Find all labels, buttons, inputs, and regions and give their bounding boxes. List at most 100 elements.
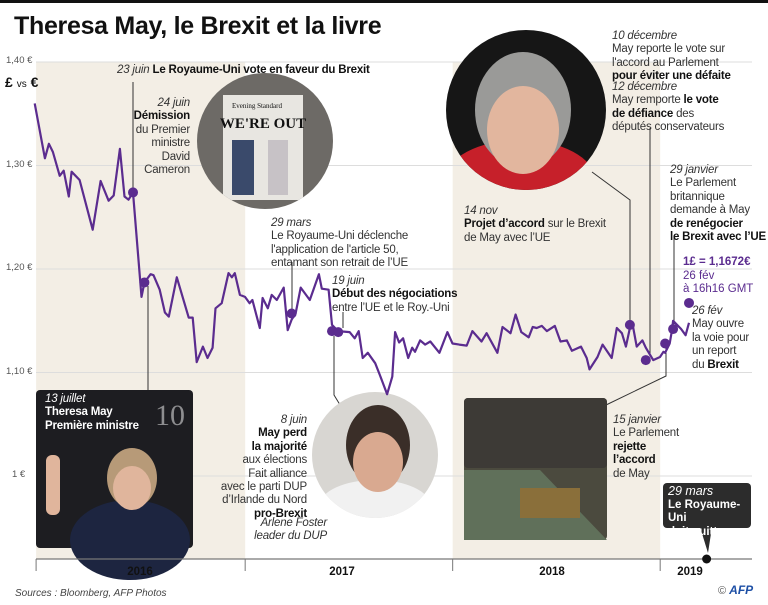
annotation-date: 10 décembre [612, 30, 677, 42]
y-tick-label: 1 € [12, 469, 26, 480]
annotation-text: Démission [133, 110, 191, 123]
annotation-text: du [692, 358, 708, 371]
annotation-text: de renégocier [670, 217, 743, 230]
annotation-text: des [673, 107, 695, 120]
annotation-rejected: 15 janvier Le Parlement rejette l’accord de … [613, 414, 679, 481]
annotation-text: May reporte le vote sur [612, 43, 726, 56]
annotation-foster: Arlene Foster leader du DUP [230, 517, 327, 544]
annotation-text: du Premier [135, 123, 190, 136]
annotation-cameron: 24 juin Démission du Premier ministre David C… [120, 97, 191, 177]
event-marker [640, 355, 651, 366]
annotation-negotiations: 19 juin Début des négociations entre l’UE … [332, 275, 458, 315]
annotation-text: pour éviter une défaite [612, 70, 731, 83]
annotation-text: de May avec l’UE [464, 231, 551, 244]
annotation-text: l’accord [613, 454, 656, 467]
annotation-text: demande à May [670, 204, 750, 217]
leader-rejected [605, 348, 667, 406]
annotation-text: sur le Brexit [544, 218, 606, 231]
afp-logo: © AFP [718, 583, 754, 597]
annotation-text: aux élections [242, 454, 307, 467]
y-tick-label: 1,30 € [6, 158, 33, 170]
callout-pointer [700, 527, 712, 553]
annotation-text: May ouvre [692, 318, 744, 331]
annotation-text: la majorité [251, 440, 308, 453]
event-marker [624, 319, 635, 330]
photo-theresa-may [446, 30, 606, 190]
unit-label: £ vs € [5, 74, 39, 90]
annotation-text: leader du DUP [254, 530, 327, 543]
event-marker [139, 277, 150, 288]
annotation-text: Le Royaume-Uni vote en faveur du Brexit [152, 64, 370, 76]
annotation-deal-draft: 14 nov Projet d’accord sur le Brexit de Ma… [464, 205, 606, 245]
y-tick-label: 1,20 € [6, 262, 33, 273]
annotation-text: la voie pour [692, 331, 750, 344]
newspaper-headline: WE'RE OUT [220, 116, 306, 132]
annotation-text: britannique [670, 190, 725, 203]
annotation-date: 14 nov [464, 205, 498, 217]
event-marker [668, 324, 679, 335]
annotation-text: David [161, 150, 191, 163]
latest-price-label: 1£ = 1,1672€ 26 fév à 16h16 GMT [683, 256, 753, 297]
top-rule [0, 0, 768, 3]
annotation-date: 12 décembre [612, 81, 677, 93]
annotation-text: Cameron [144, 164, 190, 177]
annotation-text: Début des négociations [332, 288, 458, 301]
annotation-date: 26 fév [692, 305, 723, 317]
annotation-text: avec le parti DUP [220, 481, 307, 494]
photo-arlene-foster [312, 392, 438, 518]
annotation-text: Le Royaume-Uni déclenche [271, 230, 409, 243]
callout-line2: doit quitter l’UE [668, 525, 729, 552]
x-tick-label: 2017 [329, 566, 355, 578]
annotation-text: de May [613, 467, 650, 480]
annotation-text: Theresa May [45, 406, 113, 419]
annotation-date: 29 janvier [670, 164, 718, 176]
photo-may-downing-street: 10 [36, 390, 193, 580]
brexit-deadline-callout: 29 mars Le Royaume-Uni doit quitter l’UE [663, 483, 751, 551]
annotation-text: pro-Brexit [254, 507, 307, 520]
event-marker [333, 327, 344, 338]
x-tick-label: 2018 [539, 566, 565, 578]
annotation-text: de défiance [612, 107, 674, 120]
annotation-renegotiate: 29 janvier Le Parlement britannique demande… [670, 164, 766, 244]
annotation-date: 8 juin [280, 414, 307, 426]
annotation-date: 13 juillet [45, 393, 86, 405]
annotation-text: rejette [613, 440, 647, 453]
annotation-text: le Brexit avec l’UE [670, 231, 766, 244]
photo-parliament [464, 398, 607, 540]
annotation-text: l'application de l'article 50, [271, 243, 399, 256]
annotation-text: Première ministre [45, 419, 139, 432]
annotation-text: ministre [151, 137, 190, 150]
leader-deal-draft [591, 171, 631, 320]
annotation-text: un report [692, 345, 737, 358]
event-marker [660, 338, 671, 349]
x-axis [35, 527, 752, 571]
callout-date: 29 mars [668, 484, 714, 498]
annotation-text: Projet d’accord [464, 218, 545, 231]
price-date: 26 fév [683, 269, 715, 282]
annotation-brexit-vote: 23 juin Le Royaume-Uni vote en faveur du… [117, 64, 370, 77]
brexit-date-marker [702, 554, 712, 564]
annotation-text: Fait alliance [248, 467, 307, 480]
annotation-date: 29 mars [271, 217, 312, 229]
annotation-date: 19 juin [332, 275, 365, 287]
event-marker [128, 187, 139, 198]
annotation-majority: 8 juin May perd la majorité aux élections Fa… [200, 414, 307, 521]
annotation-confidence: 12 décembre May remporte le vote de défian… [612, 81, 724, 135]
annotation-text: députés conservateurs [612, 121, 725, 134]
price-time: à 16h16 GMT [683, 283, 754, 295]
annotation-text: May remporte [612, 94, 684, 107]
photo-newspapers: WE'RE OUT Evening Standard [197, 73, 333, 209]
sources: Sources : Bloomberg, AFP Photos [15, 588, 167, 599]
series [33, 103, 695, 396]
annotation-text: Le Parlement [670, 177, 736, 190]
annotation-date: 23 juin [117, 64, 150, 76]
event-marker [684, 297, 695, 308]
event-marker [286, 308, 297, 319]
door-number: 10 [155, 399, 185, 432]
annotation-text: le vote [683, 94, 719, 107]
newspaper-masthead: Evening Standard [232, 102, 282, 110]
price-value: 1£ = 1,1672€ [683, 256, 751, 268]
annotation-vote-postponed: 10 décembre May reporte le vote sur l'acco… [612, 30, 731, 84]
annotation-delay: 26 fév May ouvre la voie pour un report du B… [692, 305, 749, 372]
annotation-text: Brexit [707, 358, 739, 371]
